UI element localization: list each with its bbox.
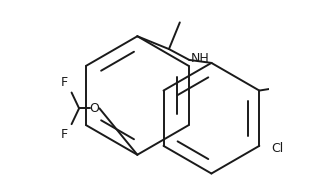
Text: Cl: Cl xyxy=(271,142,283,155)
Text: NH: NH xyxy=(191,53,210,66)
Text: F: F xyxy=(60,128,68,141)
Text: O: O xyxy=(89,102,99,115)
Text: F: F xyxy=(60,76,68,89)
